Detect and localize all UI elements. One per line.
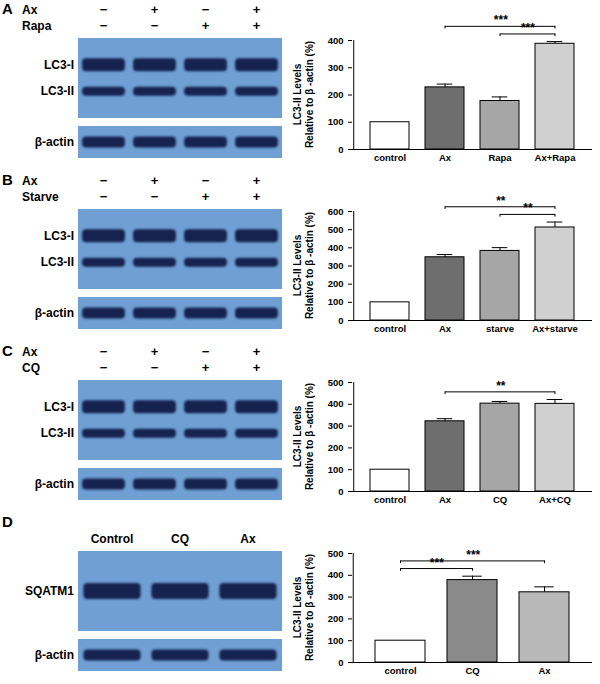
svg-text:control: control (384, 665, 416, 676)
svg-text:**: ** (496, 194, 506, 208)
svg-text:0: 0 (338, 144, 343, 155)
svg-text:200: 200 (328, 89, 344, 100)
svg-text:Ax+starve: Ax+starve (532, 323, 578, 334)
svg-text:500: 500 (328, 548, 344, 559)
svg-text:300: 300 (328, 591, 344, 602)
svg-text:200: 200 (328, 278, 344, 289)
svg-text:+: + (253, 344, 261, 359)
svg-text:A: A (2, 0, 13, 17)
svg-text:+: + (151, 2, 159, 17)
svg-text:LC3-II: LC3-II (41, 426, 74, 440)
svg-text:+: + (253, 18, 261, 33)
svg-text:400: 400 (328, 569, 344, 580)
svg-text:−: − (202, 2, 210, 17)
svg-text:400: 400 (328, 398, 344, 409)
svg-text:starve: starve (486, 323, 514, 334)
svg-text:Ax+Rapa: Ax+Rapa (535, 152, 577, 163)
svg-text:**: ** (523, 201, 533, 215)
svg-text:400: 400 (328, 242, 344, 253)
svg-text:CQ: CQ (171, 532, 189, 546)
svg-text:+: + (253, 360, 261, 375)
svg-text:−: − (202, 344, 210, 359)
svg-text:**: ** (496, 379, 506, 393)
svg-text:+: + (253, 189, 261, 204)
svg-text:0: 0 (338, 315, 343, 326)
svg-text:CQ: CQ (493, 494, 507, 505)
svg-text:***: *** (494, 13, 508, 27)
svg-text:SQATM1: SQATM1 (25, 584, 74, 598)
svg-text:200: 200 (328, 613, 344, 624)
svg-text:−: − (100, 18, 108, 33)
svg-text:LC3-I: LC3-I (44, 58, 74, 72)
svg-text:Ax: Ax (439, 152, 452, 163)
svg-text:Ax: Ax (439, 494, 452, 505)
svg-text:−: − (151, 360, 159, 375)
svg-text:+: + (253, 173, 261, 188)
svg-text:−: − (100, 360, 108, 375)
svg-text:500: 500 (328, 377, 344, 388)
svg-text:C: C (2, 342, 13, 359)
svg-text:300: 300 (328, 62, 344, 73)
svg-text:LC3-II LevelsRelative to β -ac: LC3-II LevelsRelative to β -actin (%) (292, 212, 315, 319)
svg-text:+: + (202, 18, 210, 33)
svg-text:control: control (374, 323, 406, 334)
svg-text:***: *** (466, 548, 480, 562)
svg-text:Ax: Ax (22, 3, 38, 17)
svg-text:Rapa: Rapa (488, 152, 512, 163)
svg-text:300: 300 (328, 420, 344, 431)
svg-text:LC3-I: LC3-I (44, 400, 74, 414)
svg-text:control: control (374, 152, 406, 163)
svg-text:D: D (2, 513, 13, 530)
svg-text:300: 300 (328, 260, 344, 271)
svg-text:LC3-II LevelsRelative to β -ac: LC3-II LevelsRelative to β -actin (%) (292, 383, 315, 490)
svg-text:0: 0 (338, 486, 343, 497)
svg-text:CQ: CQ (22, 361, 40, 375)
svg-text:β-actin: β-actin (35, 135, 74, 149)
svg-text:600: 600 (328, 206, 344, 217)
svg-text:control: control (374, 494, 406, 505)
svg-text:−: − (202, 173, 210, 188)
svg-text:Ax: Ax (538, 665, 551, 676)
svg-text:100: 100 (328, 116, 344, 127)
svg-text:β-actin: β-actin (35, 306, 74, 320)
svg-text:LC3-II: LC3-II (41, 255, 74, 269)
svg-text:100: 100 (328, 296, 344, 307)
svg-text:CQ: CQ (465, 665, 479, 676)
svg-text:−: − (100, 189, 108, 204)
svg-text:500: 500 (328, 224, 344, 235)
svg-text:β-actin: β-actin (35, 648, 74, 662)
svg-text:Starve: Starve (22, 190, 59, 204)
svg-text:−: − (100, 344, 108, 359)
svg-text:Ax: Ax (240, 532, 256, 546)
svg-text:***: *** (521, 21, 535, 35)
svg-text:LC3-II LevelsRelative to β -ac: LC3-II LevelsRelative to β -actin (%) (292, 554, 315, 661)
svg-text:−: − (151, 189, 159, 204)
svg-text:β-actin: β-actin (35, 477, 74, 491)
svg-text:−: − (100, 173, 108, 188)
svg-text:Ax: Ax (22, 345, 38, 359)
svg-text:Ax: Ax (439, 323, 452, 334)
svg-text:+: + (253, 2, 261, 17)
svg-text:B: B (2, 171, 13, 188)
svg-text:LC3-I: LC3-I (44, 229, 74, 243)
svg-text:***: *** (430, 556, 444, 570)
svg-text:100: 100 (328, 464, 344, 475)
svg-text:0: 0 (338, 657, 343, 668)
svg-text:Control: Control (91, 532, 134, 546)
svg-text:LC3-II: LC3-II (41, 84, 74, 98)
svg-text:+: + (151, 344, 159, 359)
svg-text:LC3-II LevelsRelative to β -ac: LC3-II LevelsRelative to β -actin (%) (292, 41, 315, 148)
svg-text:−: − (151, 18, 159, 33)
svg-text:100: 100 (328, 635, 344, 646)
svg-text:200: 200 (328, 442, 344, 453)
svg-text:400: 400 (328, 35, 344, 46)
svg-text:Ax+CQ: Ax+CQ (539, 494, 571, 505)
svg-text:Rapa: Rapa (22, 19, 52, 33)
svg-text:+: + (202, 189, 210, 204)
svg-text:+: + (151, 173, 159, 188)
svg-text:Ax: Ax (22, 174, 38, 188)
svg-text:−: − (100, 2, 108, 17)
svg-text:+: + (202, 360, 210, 375)
